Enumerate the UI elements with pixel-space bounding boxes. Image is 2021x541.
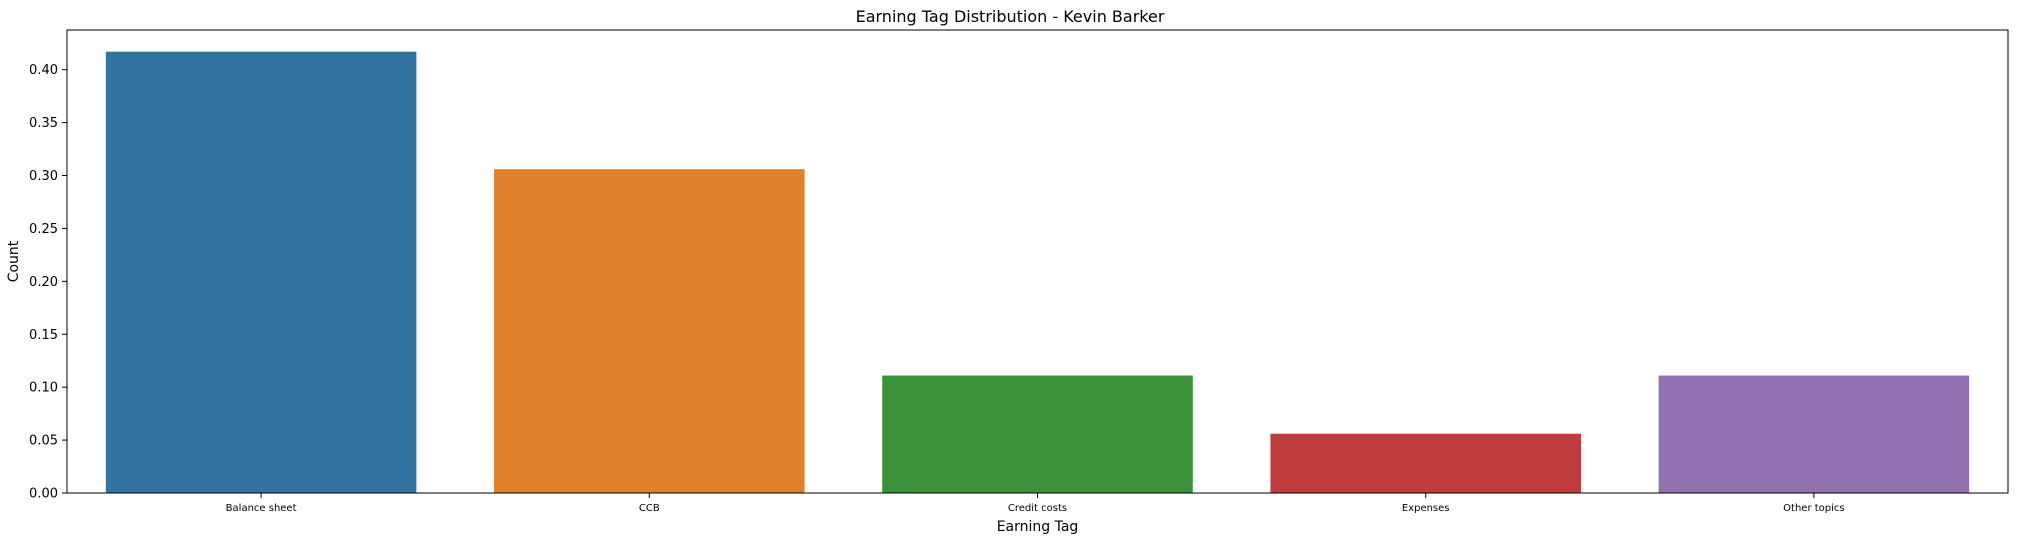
bar-ccb (494, 169, 805, 494)
plot-frame (66, 29, 2009, 494)
y-axis-ticks: 0.00 0.05 0.10 0.15 0.20 0.25 0.30 0.35 0.40 (29, 63, 67, 502)
x-tick-label: Balance sheet (226, 503, 297, 514)
x-tick-label: Expenses (1402, 503, 1450, 514)
y-tick-label: 0.20 (29, 275, 58, 290)
y-tick-label: 0.05 (29, 434, 58, 449)
y-tick-label: 0.35 (29, 116, 58, 131)
bar-credit-costs (882, 375, 1193, 493)
y-tick-label: 0.10 (29, 381, 58, 396)
y-tick-label: 0.15 (29, 328, 58, 343)
x-axis-ticks: Balance sheet CCB Credit costs Expenses Othe… (226, 493, 1845, 514)
x-axis-label: Earning Tag (997, 519, 1079, 535)
bar-expenses (1270, 433, 1581, 493)
y-tick-label: 0.00 (29, 487, 58, 502)
x-tick-label: Credit costs (1008, 503, 1067, 514)
y-tick-label: 0.40 (29, 63, 58, 78)
y-tick-label: 0.25 (29, 222, 58, 237)
bar-other-topics (1658, 375, 1970, 493)
bar-balance-sheet (105, 51, 417, 494)
chart-title: Earning Tag Distribution - Kevin Barker (856, 7, 1165, 26)
x-tick-label: Other topics (1783, 503, 1844, 514)
bars (105, 51, 1970, 494)
x-tick-label: CCB (639, 503, 660, 514)
y-axis-label: Count (6, 240, 22, 282)
y-tick-label: 0.30 (29, 169, 58, 184)
